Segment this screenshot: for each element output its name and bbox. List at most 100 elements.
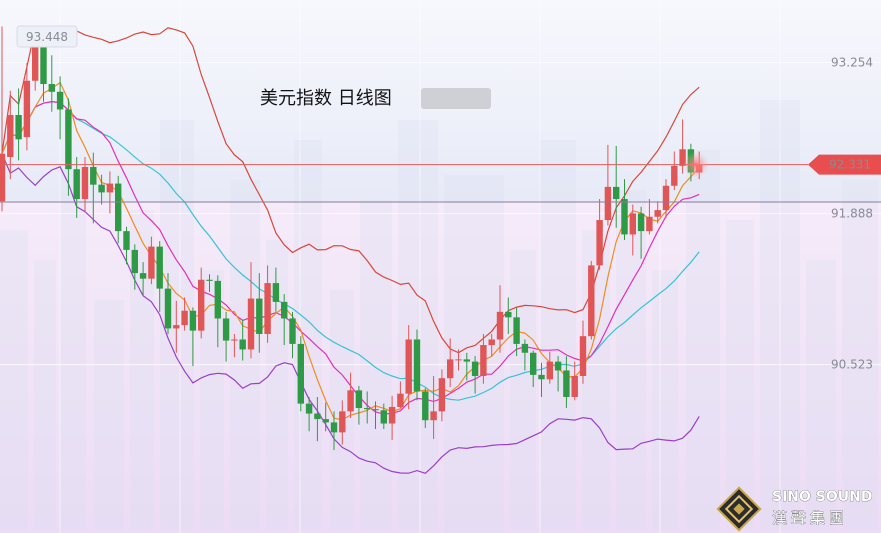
building <box>444 175 504 533</box>
candle <box>654 201 661 224</box>
chart-title: 美元指数 日线图 <box>260 88 392 109</box>
y-tick-label: 90.523 <box>831 358 873 372</box>
candle <box>613 145 620 228</box>
candle <box>115 175 122 244</box>
candle <box>173 300 180 353</box>
candle-body <box>222 318 230 341</box>
candle <box>588 260 595 340</box>
candle <box>106 171 114 214</box>
candle <box>281 294 288 346</box>
candle-body <box>56 91 64 110</box>
candle <box>23 63 31 151</box>
candle-body <box>447 359 454 379</box>
candle <box>222 311 230 362</box>
candle <box>40 40 47 102</box>
candle-body <box>305 403 313 414</box>
candle <box>488 333 495 357</box>
candle-body <box>463 359 470 362</box>
candle-body <box>73 169 80 200</box>
candle-body <box>156 246 163 289</box>
building <box>582 230 610 530</box>
y-axis-ticks: 93.254 91.888 90.523 <box>831 56 873 372</box>
candle <box>73 157 80 218</box>
candle-body <box>671 165 678 186</box>
candle-body <box>430 411 437 421</box>
candle <box>231 333 238 358</box>
candle-body <box>629 213 636 235</box>
candle <box>56 76 64 140</box>
building <box>294 140 322 530</box>
brand-name-cn: 漢聲集團 <box>772 509 848 527</box>
candle-body <box>189 310 197 331</box>
candle <box>264 265 271 343</box>
candle <box>81 157 89 213</box>
candle <box>405 325 412 410</box>
candle-body <box>32 46 39 81</box>
building <box>34 260 56 530</box>
candle-body <box>679 149 686 166</box>
candle <box>198 267 205 339</box>
last-price-tag-shape <box>808 154 881 175</box>
candle-body <box>339 411 346 433</box>
candle-body <box>330 422 338 433</box>
candle-body <box>322 419 329 423</box>
candle-body <box>0 153 6 202</box>
building <box>652 270 678 530</box>
candle-body <box>596 220 603 266</box>
candle <box>15 88 22 161</box>
candle <box>637 206 645 259</box>
last-price-tag: 92.331 <box>808 154 881 175</box>
candle-body <box>388 406 396 424</box>
candle-body <box>521 343 529 353</box>
bollinger-lower-line <box>1 153 700 474</box>
candle-body <box>579 336 587 376</box>
high-callout: 93.448 <box>16 25 78 48</box>
candle-body <box>662 185 670 211</box>
candle-body <box>247 298 255 350</box>
candle-body <box>15 115 22 140</box>
diamond-logo-icon <box>716 486 762 532</box>
candle-body <box>613 186 620 200</box>
candle-body <box>538 374 545 380</box>
candle-body <box>239 339 246 350</box>
candle-body <box>81 166 89 200</box>
candle <box>48 55 55 112</box>
candle <box>563 356 570 409</box>
candle-body <box>654 210 661 217</box>
candle-body <box>513 317 520 344</box>
candle-body <box>272 283 280 302</box>
candle <box>189 307 197 367</box>
building <box>230 180 260 530</box>
candle <box>455 349 462 371</box>
building <box>510 250 536 530</box>
candle <box>156 241 163 312</box>
brand-name-en: SINO SOUND <box>772 489 872 505</box>
candle <box>480 333 487 384</box>
candle-body <box>164 288 172 329</box>
candle <box>546 351 553 384</box>
candle-body <box>637 213 645 232</box>
candle <box>621 179 628 240</box>
title-redaction <box>421 88 491 109</box>
y-tick-label: 91.888 <box>831 207 873 221</box>
candle <box>397 381 404 409</box>
candle-body <box>471 361 479 376</box>
candle <box>214 275 221 348</box>
candle-body <box>413 339 421 392</box>
candle-body <box>181 310 188 326</box>
candle <box>322 402 329 432</box>
candle <box>538 362 545 397</box>
candle-body <box>588 265 595 337</box>
high-price-label: 93.448 <box>26 30 68 44</box>
candle-body <box>281 301 288 319</box>
candle-body <box>355 390 363 409</box>
candle-body <box>455 359 462 361</box>
y-tick-label: 93.254 <box>831 56 873 70</box>
candle <box>314 396 321 442</box>
candle <box>139 262 147 296</box>
background-lower <box>0 202 881 533</box>
candle <box>239 319 246 361</box>
bollinger-upper-line <box>1 27 700 354</box>
candle <box>496 285 504 353</box>
